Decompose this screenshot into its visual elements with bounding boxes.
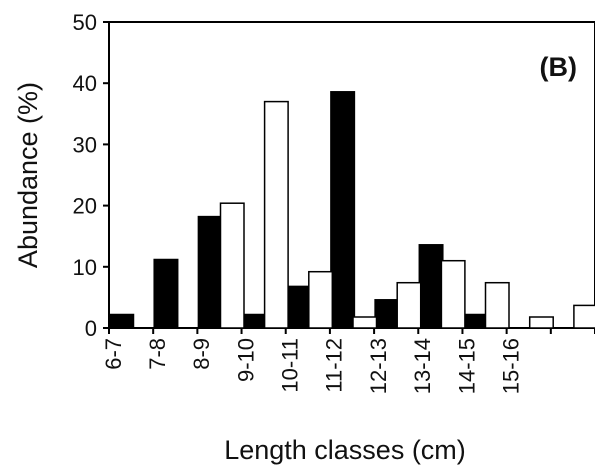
x-tick-label: 8-9 xyxy=(189,338,214,370)
y-tick-label: 20 xyxy=(73,194,97,219)
bar-open-13-14 xyxy=(440,259,466,329)
bar-open-9-10 xyxy=(263,100,289,329)
bar-open-11-12 xyxy=(352,316,378,329)
bar-filled-7-8 xyxy=(153,258,179,329)
x-tick-label: 6-7 xyxy=(101,338,126,370)
bar-open-10-11 xyxy=(308,270,334,329)
y-tick-label: 30 xyxy=(73,132,97,157)
x-tick-label: 7-8 xyxy=(145,338,170,370)
bar-filled-6-7 xyxy=(109,313,135,329)
bar-filled-9-10 xyxy=(241,313,267,329)
x-tick-label: 10-11 xyxy=(278,338,303,393)
y-tick-label: 10 xyxy=(73,255,97,280)
bar-open-last xyxy=(573,304,595,329)
x-tick-label: 9-10 xyxy=(233,338,258,382)
bar-filled-14-15 xyxy=(462,313,488,329)
y-tick-label: 0 xyxy=(85,316,97,341)
bar-open-12-13 xyxy=(396,281,422,329)
panel-label: (B) xyxy=(540,52,577,82)
x-axis: 6-7 7-8 8-9 9-10 10-11 11-12 12-13 13-14 14-15 15… xyxy=(101,328,595,394)
y-tick-label: 40 xyxy=(73,71,97,96)
bar-filled-12-13 xyxy=(374,299,400,329)
x-tick-label: 11-12 xyxy=(322,338,347,393)
y-axis-title: Abundance (%) xyxy=(13,82,43,268)
bar-open-14-15 xyxy=(484,281,510,329)
y-tick-label: 50 xyxy=(73,10,97,35)
bar-filled-13-14 xyxy=(418,244,444,329)
bars-group xyxy=(109,91,595,329)
x-tick-label: 13-14 xyxy=(410,338,435,394)
y-axis: 0 10 20 30 40 50 xyxy=(73,10,109,341)
x-tick-label: 15-16 xyxy=(498,338,523,394)
x-tick-label: 14-15 xyxy=(454,338,479,394)
x-tick-label: 12-13 xyxy=(366,338,391,394)
bar-filled-11-12 xyxy=(330,91,356,329)
bar-filled-8-9 xyxy=(197,215,223,329)
bar-open-8-9 xyxy=(219,202,245,329)
x-axis-title: Length classes (cm) xyxy=(224,435,466,465)
bar-open-15-16 xyxy=(528,316,554,329)
bar-filled-10-11 xyxy=(285,285,311,329)
